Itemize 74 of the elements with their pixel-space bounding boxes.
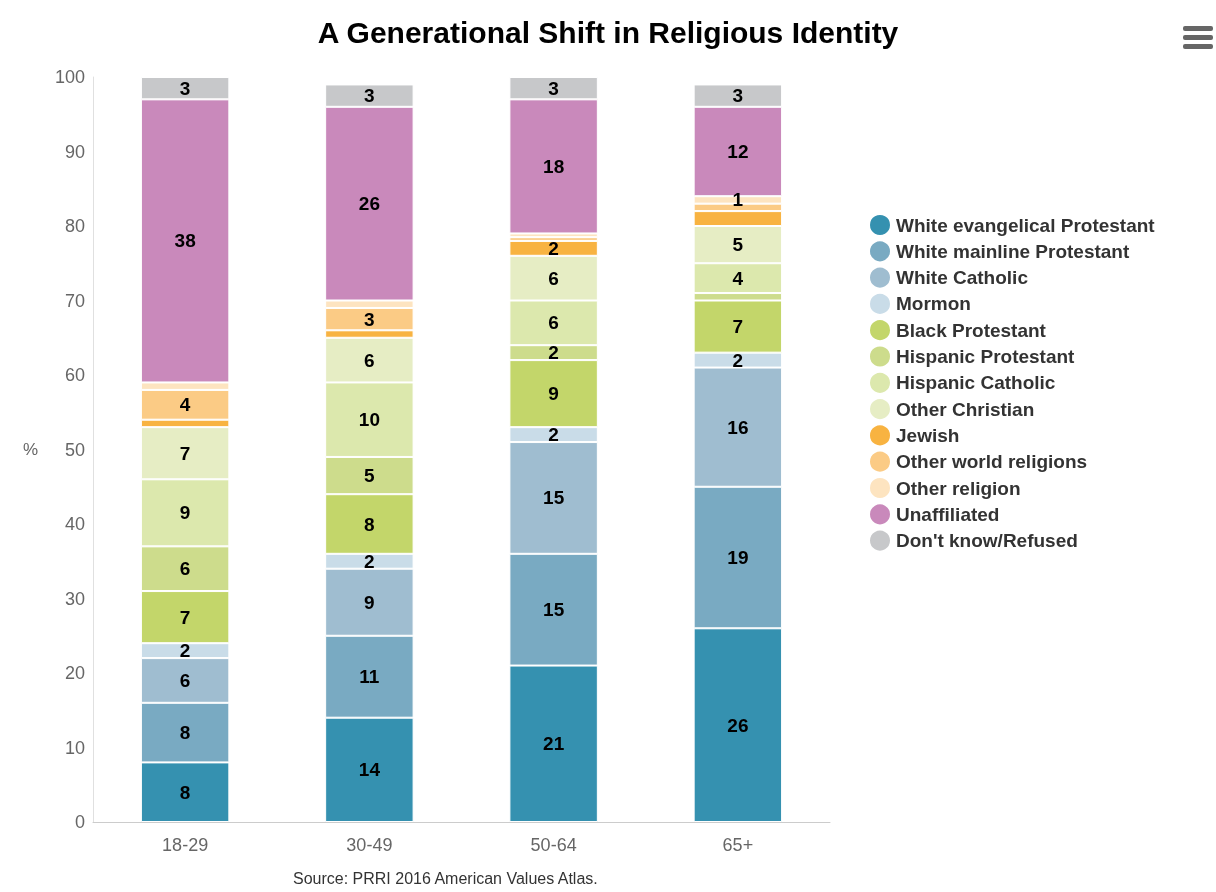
data-label: 5 (732, 234, 744, 256)
legend-label: White mainline Protestant (896, 240, 1130, 262)
data-label: 6 (179, 558, 191, 580)
data-label: 38 (174, 230, 196, 252)
data-label: 4 (732, 267, 744, 289)
chart-title: A Generational Shift in Religious Identity (317, 15, 899, 49)
y-tick-label: 50 (64, 439, 85, 460)
data-label: 8 (179, 781, 191, 803)
data-label: 2 (548, 237, 559, 259)
data-label: 6 (364, 349, 375, 371)
data-label: 9 (548, 383, 559, 405)
data-label: 1 (732, 189, 744, 211)
legend-label: Don't know/Refused (896, 530, 1078, 552)
data-label: 2 (548, 424, 559, 446)
x-tick-label: 18-29 (162, 835, 209, 855)
y-tick-label: 100 (54, 67, 85, 87)
legend-label: White Catholic (896, 267, 1029, 289)
legend-label: Other Christian (896, 398, 1035, 420)
data-label: 2 (548, 342, 559, 364)
data-label: 8 (179, 722, 191, 744)
legend-label: White evangelical Protestant (896, 214, 1156, 236)
y-tick-label: 80 (64, 216, 85, 236)
legend-label: Hispanic Catholic (896, 372, 1056, 394)
x-tick-label: 65+ (722, 835, 754, 855)
data-label: 2 (179, 640, 191, 662)
y-tick-label: 0 (74, 812, 85, 832)
data-label: 3 (364, 85, 375, 107)
legend-label: Jewish (896, 424, 960, 446)
data-label: 26 (727, 714, 749, 736)
y-axis-title: % (22, 440, 38, 459)
data-label: 15 (543, 487, 565, 509)
data-label: 18 (543, 155, 565, 177)
data-label: 26 (358, 193, 380, 215)
y-tick-label: 60 (64, 365, 85, 385)
data-label: 2 (732, 349, 744, 371)
data-label: 3 (179, 77, 191, 99)
data-label: 19 (727, 547, 749, 569)
x-tick-label: 50-64 (530, 835, 577, 855)
data-label: 7 (732, 316, 744, 338)
data-label: 6 (179, 669, 191, 691)
legend-label: Hispanic Protestant (896, 346, 1076, 367)
data-label: 7 (179, 606, 191, 628)
data-label: 15 (543, 599, 565, 621)
data-label: 21 (543, 733, 565, 755)
data-label: 6 (548, 312, 559, 334)
y-tick-label: 40 (64, 514, 85, 534)
data-label: 2 (364, 550, 375, 572)
data-label: 7 (179, 442, 191, 464)
data-label: 8 (364, 513, 375, 535)
data-label: 10 (358, 409, 380, 431)
y-tick-label: 70 (64, 290, 85, 311)
legend-label: Black Protestant (896, 319, 1047, 341)
data-label: 9 (364, 591, 375, 613)
data-label: 11 (359, 666, 380, 688)
data-label: 3 (548, 77, 559, 99)
data-label: 12 (727, 141, 749, 162)
data-label: 4 (179, 394, 191, 416)
data-label: 14 (358, 759, 381, 781)
data-label: 6 (548, 267, 559, 289)
legend-label: Other religion (896, 477, 1021, 499)
y-tick-label: 90 (64, 141, 85, 162)
legend-label: Other world religions (896, 451, 1088, 473)
y-tick-label: 10 (64, 737, 85, 758)
legend-label: Unaffiliated (896, 503, 1000, 525)
data-label: 16 (727, 416, 749, 438)
source-note: Source: PRRI 2016 American Values Atlas. (293, 869, 598, 887)
x-tick-label: 30-49 (346, 835, 393, 855)
data-label: 3 (364, 308, 375, 330)
y-tick-label: 20 (64, 663, 85, 683)
y-tick-label: 30 (64, 588, 85, 609)
legend-label: Mormon (896, 293, 971, 315)
data-label: 5 (364, 465, 376, 487)
data-label: 9 (179, 502, 191, 524)
data-label: 3 (732, 85, 744, 107)
